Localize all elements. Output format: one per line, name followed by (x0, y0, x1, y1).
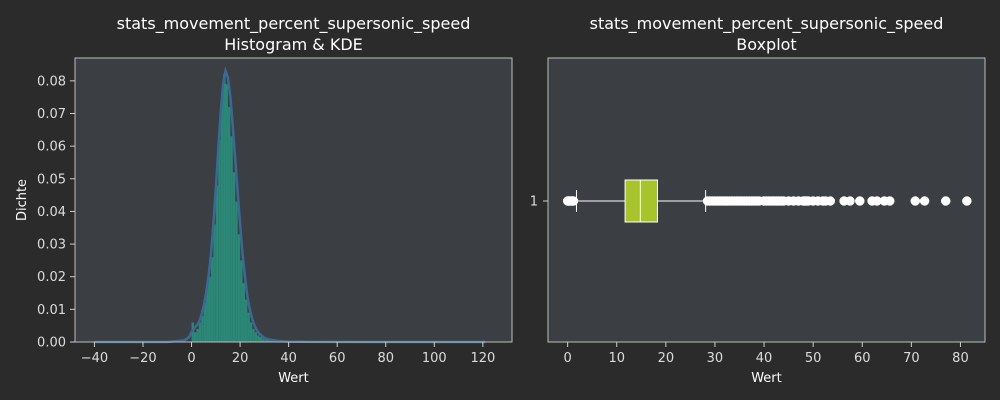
boxplot-x-ticks: 0 10 20 30 40 50 60 70 80 (563, 342, 969, 366)
histogram-bar (223, 74, 226, 342)
histogram-bar (220, 100, 224, 342)
outlier-point (855, 196, 865, 206)
x-tick-label: 120 (470, 351, 495, 366)
y-tick-label: 0.00 (37, 336, 66, 351)
histogram-bar (208, 276, 211, 342)
histogram-bar (213, 224, 216, 342)
histogram-bar (257, 335, 260, 342)
x-tick-label: 70 (903, 351, 920, 366)
histogram-bar (210, 257, 214, 342)
histogram-bar (242, 283, 245, 342)
x-tick-label: 0 (563, 351, 571, 366)
x-tick-label: 30 (707, 351, 724, 366)
histogram-bar (227, 106, 231, 342)
iqr-box (624, 179, 658, 223)
histogram-kde-panel: stats_movement_percent_supersonic_speed … (15, 14, 513, 386)
y-tick-label: 0.07 (37, 107, 66, 122)
histogram-bar (215, 185, 219, 342)
x-tick-label: 60 (854, 351, 871, 366)
boxplot-title-line2: Boxplot (736, 35, 796, 54)
boxplot-panel: stats_movement_percent_supersonic_speed … (530, 14, 986, 386)
outlier-point (919, 196, 930, 206)
boxplot-frame (547, 57, 986, 343)
histogram-title-line2: Histogram & KDE (224, 35, 363, 54)
histogram-bar (198, 322, 202, 342)
kde-line (94, 66, 486, 344)
histogram-bar (193, 332, 197, 342)
outlier-point (568, 196, 579, 206)
x-tick-label: 60 (329, 351, 346, 366)
histogram-bar (196, 328, 199, 342)
x-tick-label: 50 (805, 351, 822, 366)
histogram-frame (74, 57, 513, 343)
outlier-point (910, 196, 921, 206)
histogram-bar (249, 322, 253, 342)
histogram-y-axis-label: Dichte (15, 179, 30, 221)
y-tick-label: 1 (530, 195, 538, 210)
y-tick-label: 0.02 (37, 270, 66, 285)
x-tick-label: 40 (756, 351, 773, 366)
y-tick-label: 0.06 (37, 140, 66, 155)
histogram-bar (206, 283, 209, 342)
histogram-x-ticks: −40 −20 0 20 40 60 80 100 120 (81, 342, 495, 366)
histogram-bar (240, 260, 243, 342)
boxplot-x-axis-label: Wert (751, 371, 782, 386)
outlier-point (825, 196, 836, 206)
x-tick-label: 0 (187, 351, 195, 366)
histogram-bar (254, 332, 258, 342)
histogram-bar (247, 312, 250, 342)
outlier-point (940, 196, 951, 206)
histogram-bars (191, 74, 289, 343)
boxplot-y-ticks: 1 (530, 195, 548, 210)
histogram-bar (252, 328, 255, 342)
histogram-bar (230, 136, 233, 342)
histogram-bar (218, 139, 221, 342)
outlier-point (962, 196, 972, 206)
x-tick-label: 10 (608, 351, 625, 366)
y-tick-label: 0.05 (37, 172, 66, 187)
outlier-point (845, 196, 855, 206)
histogram-bar (201, 315, 204, 342)
outlier-point (884, 196, 895, 206)
y-tick-label: 0.03 (37, 238, 66, 253)
y-tick-label: 0.04 (37, 205, 66, 220)
x-tick-label: −40 (81, 351, 108, 366)
histogram-bar (237, 234, 241, 342)
boxplot-title-line1: stats_movement_percent_supersonic_speed (590, 14, 944, 34)
histogram-bar (235, 201, 238, 342)
histogram-plot-area (75, 58, 512, 342)
x-tick-label: 20 (658, 351, 675, 366)
x-tick-label: 80 (952, 351, 969, 366)
histogram-bar (225, 84, 228, 343)
histogram-bar (203, 302, 207, 342)
x-tick-label: 40 (280, 351, 297, 366)
histogram-bar (261, 338, 265, 342)
histogram-title-line1: stats_movement_percent_supersonic_speed (117, 14, 471, 34)
boxplot-fliers (562, 196, 972, 206)
histogram-x-axis-label: Wert (278, 371, 309, 386)
histogram-bar (244, 299, 248, 342)
y-tick-label: 0.01 (37, 303, 66, 318)
y-tick-label: 0.08 (37, 74, 66, 89)
histogram-y-ticks: 0.00 0.01 0.02 0.03 0.04 0.05 0.06 0.07 0.08 (37, 74, 75, 351)
x-tick-label: −20 (129, 351, 156, 366)
histogram-bar (264, 339, 270, 342)
x-tick-label: 100 (422, 351, 447, 366)
x-tick-label: 20 (232, 351, 249, 366)
histogram-bar (232, 172, 236, 342)
x-tick-label: 80 (377, 351, 394, 366)
histogram-bar (259, 337, 262, 342)
